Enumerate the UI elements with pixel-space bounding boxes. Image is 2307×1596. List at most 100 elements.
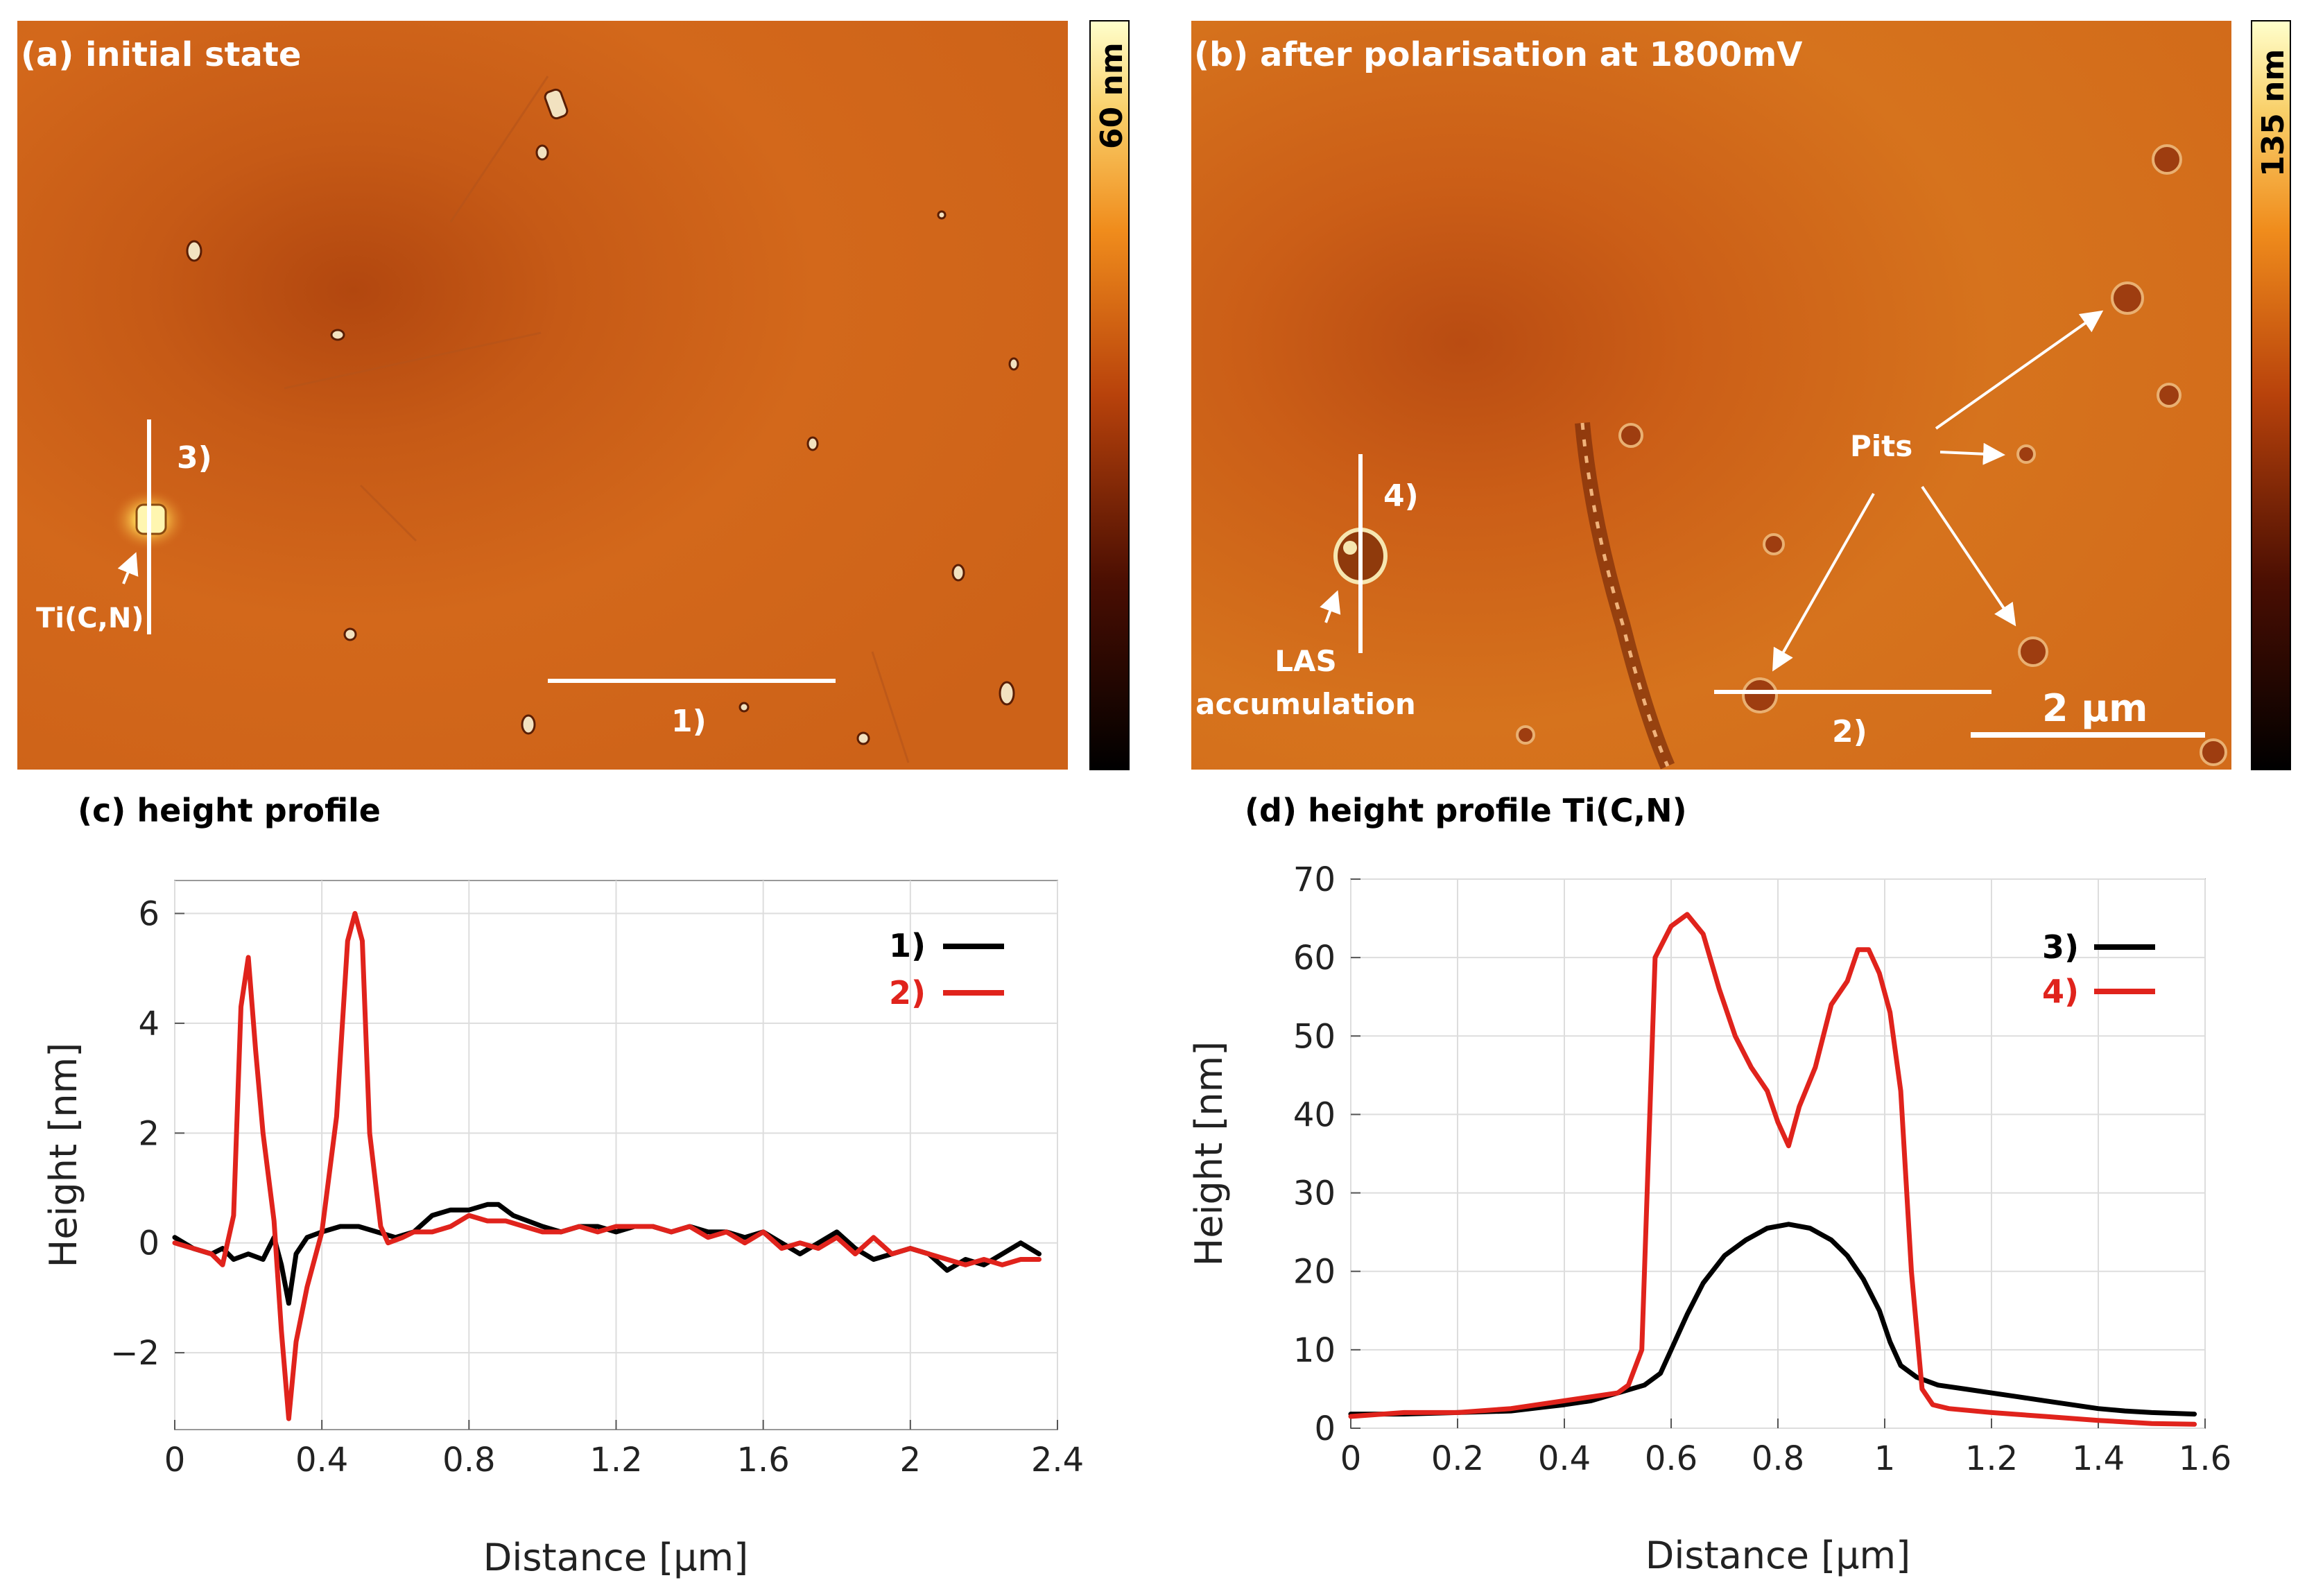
y-tick-label: 4 [138,1005,159,1043]
las-particle-detail [1343,541,1357,555]
x-tick-label: 0.4 [295,1441,348,1480]
pit [2016,444,2036,464]
pit [1763,533,1785,555]
pit [2157,383,2181,408]
pit [2152,144,2182,175]
pit [1742,677,1778,713]
particle [999,681,1015,706]
scratch [359,484,417,542]
panel-b-title: (b) after polarisation at 1800mV [1194,35,1802,74]
las-label-line2: accumulation [1195,687,1416,721]
line-3-label: 3) [177,440,212,476]
x-tick-label: 2 [900,1441,922,1480]
y-tick-label: 40 [1293,1095,1336,1134]
particle [738,702,750,713]
x-tick-label: 1.6 [736,1441,789,1480]
panel-a-title: (a) initial state [21,35,301,74]
x-tick-label: 1.6 [2179,1439,2231,1478]
x-tick-label: 0.6 [1645,1439,1697,1478]
pits-label: Pits [1850,429,1912,463]
line-1-label: 1) [671,704,707,739]
x-tick-label: 0.8 [442,1441,495,1480]
las-label-line1: LAS [1275,644,1337,678]
chart-d-series [1348,912,2197,1427]
x-tick-label: 1 [1874,1439,1896,1478]
particle [186,240,202,262]
pit-arrow [1935,310,2104,430]
tin-arrow [117,552,139,584]
legend-label-3: 3) [2042,928,2079,966]
y-tick-label: 60 [1293,939,1336,978]
chart-c-x-ticks: 0 0.4 0.8 1.2 1.6 2 2.4 [164,1420,1084,1480]
chart-d: (d) height profile Ti(C,N) 0 0.2 0.4 0.6 0.8… [1187,792,2231,1577]
chart-c: (c) height profile 0 0.4 0.8 1.2 1.6 2 2.4 −2 0… [42,792,1084,1579]
y-tick-label: 0 [138,1224,159,1263]
tin-label: Ti(C,N) [36,602,144,634]
pit [2018,636,2048,667]
x-tick-label: 1.2 [589,1441,642,1480]
particle [330,329,345,341]
chart-d-grid [1350,878,2206,1429]
y-tick-label: 0 [1314,1409,1336,1448]
colorbar-b [2251,20,2291,770]
x-tick-label: 2.4 [1031,1441,1084,1480]
y-tick-label: 6 [138,895,159,934]
las-arrow [1320,590,1341,623]
pit [2111,281,2144,315]
x-tick-label: 0 [1340,1439,1362,1478]
series-line-2 [172,911,1042,1421]
chart-d-x-ticks: 0 0.2 0.4 0.6 0.8 1 1.2 1.4 1.6 [1340,1419,2231,1478]
crack-edge [1580,422,1670,767]
x-tick-label: 0.8 [1752,1439,1804,1478]
scratch [871,651,910,763]
colorbar-a [1089,20,1130,770]
x-tick-label: 1.2 [1965,1439,2018,1478]
y-tick-label: 30 [1293,1174,1336,1213]
legend-label-4: 4) [2042,973,2079,1010]
y-tick-label: 10 [1293,1331,1336,1370]
x-tick-label: 0.4 [1538,1439,1591,1478]
panel-a: (a) initial state 3) 1) Ti(C,N) 60 nm [17,20,1130,770]
pit-arrow [1772,493,1875,672]
particle [535,144,549,161]
chart-c-title: (c) height profile [78,792,381,829]
particle [544,88,569,120]
particle [937,210,947,220]
y-tick-label: −2 [110,1334,159,1373]
scratch [449,76,549,223]
pit [1618,423,1643,448]
x-tick-label: 0.2 [1431,1439,1484,1478]
particle [856,731,870,745]
chart-d-y-label: Height [nm] [1187,1041,1231,1267]
line-2-label: 2) [1832,714,1867,749]
legend-label-2: 2) [889,974,926,1012]
pits-arrows [1772,310,2104,672]
series-line-2 [1348,912,2197,1427]
chart-d-legend: 3) 4) [2042,928,2155,1010]
y-tick-label: 70 [1293,860,1336,899]
colorbar-a-label: 60 nm [1094,42,1130,149]
particle [1008,357,1019,371]
surface-features-a [186,88,1019,745]
chart-c-y-label: Height [nm] [42,1043,85,1268]
pit-arrow [1939,442,2005,465]
particle [343,627,357,641]
panel-b: (b) after polarisation at 1800mV 4) 2) P… [1191,20,2291,770]
chart-c-x-label: Distance [µm] [483,1536,748,1579]
pit [2200,738,2227,766]
particle [951,564,965,582]
afm-image-a [17,21,1068,770]
legend-label-1: 1) [889,927,926,964]
chart-c-series [172,911,1042,1421]
y-tick-label: 2 [138,1114,159,1153]
colorbar-b-label: 135 nm [2256,49,2291,177]
pit [1516,725,1535,745]
scratch [284,331,542,390]
scalebar-label: 2 µm [2042,686,2148,730]
x-tick-label: 0 [164,1441,186,1480]
afm-image-b [1191,21,2231,770]
chart-c-grid [174,881,1058,1430]
chart-d-x-label: Distance [µm] [1645,1534,1910,1577]
